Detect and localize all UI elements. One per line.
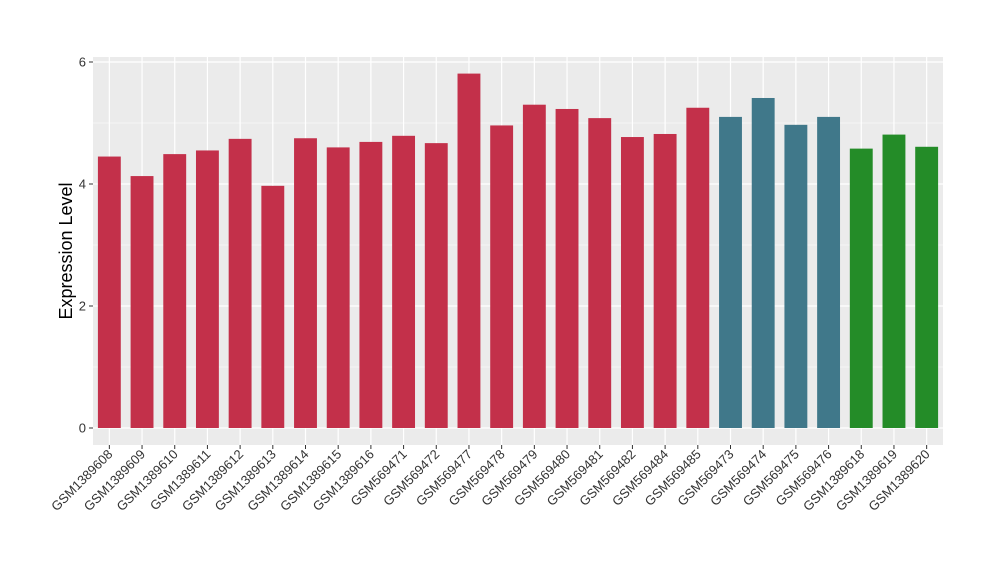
y-tick-label: 2 [79,299,86,314]
bar-gsm1389616 [359,141,383,428]
bar-gsm1389610 [163,154,187,429]
bar-gsm569480 [555,108,579,428]
bar-gsm1389618 [849,148,873,428]
bar-gsm1389611 [195,150,219,428]
y-axis: 0 2 4 6 [79,55,93,436]
bar-gsm569472 [424,143,448,428]
bar-gsm569477 [457,73,481,428]
bar-gsm569484 [653,133,677,429]
bar-gsm569473 [719,116,742,429]
y-tick-label: 4 [79,177,86,192]
bar-gsm1389615 [326,147,350,428]
bar-gsm569471 [392,135,416,428]
bars [97,73,939,429]
bar-gsm1389619 [882,134,906,428]
y-axis-title: Expression Level [56,182,76,319]
bar-gsm569481 [588,118,612,429]
bar-gsm1389613 [261,185,285,428]
bar-gsm569474 [751,97,775,429]
bar-gsm569478 [490,125,514,428]
bar-gsm1389612 [228,138,252,429]
bar-gsm1389620 [915,146,939,429]
bar-gsm569476 [817,116,841,429]
bar-gsm1389609 [130,176,154,428]
bar-gsm1389614 [294,138,317,428]
bar-gsm569475 [784,124,808,428]
plot-panel [93,57,943,445]
bar-gsm569479 [522,104,546,428]
bar-gsm569482 [620,137,644,428]
bar-gsm1389608 [97,156,121,429]
bar-gsm569485 [686,107,710,428]
y-tick-label: 0 [79,421,86,436]
x-axis: GSM1389608GSM1389609GSM1389610GSM1389611… [48,445,933,514]
y-tick-label: 6 [79,55,86,70]
